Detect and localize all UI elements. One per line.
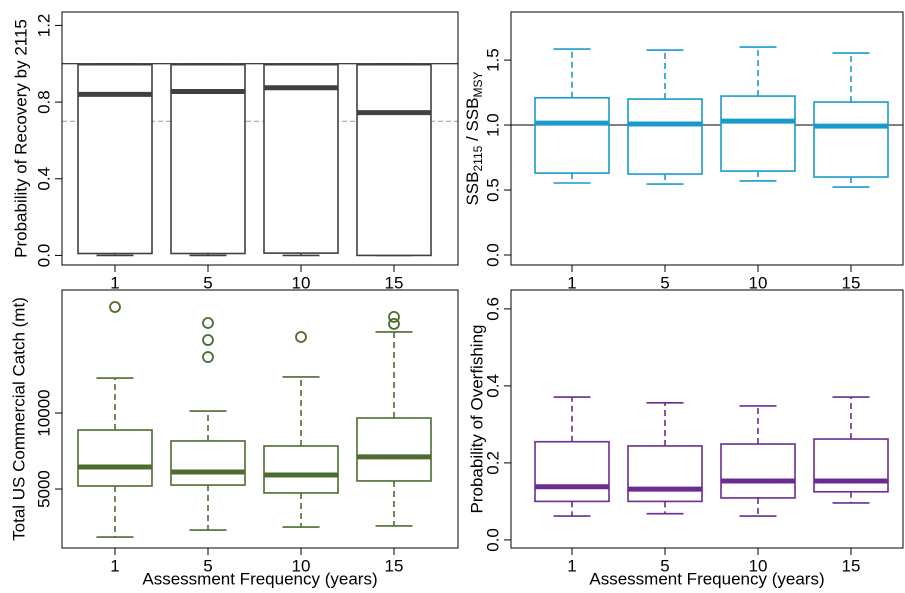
x-axis-label: Assessment Frequency (years) (589, 569, 824, 588)
x-tick-label: 10 (292, 556, 311, 575)
y-tick-label: 0.5 (483, 178, 502, 202)
x-tick-label: 15 (842, 556, 861, 575)
y-axis-label: Probability of Overfishing (467, 325, 486, 514)
y-tick-label: 5000 (34, 470, 53, 508)
outlier (388, 318, 400, 330)
box (356, 63, 432, 257)
box (813, 101, 889, 178)
x-tick-label: 5 (660, 556, 669, 575)
y-axis-label: SSB2115 / SSBMSY (463, 71, 485, 205)
x-tick-label: 5 (660, 273, 669, 292)
x-axis-label: Assessment Frequency (years) (142, 569, 377, 588)
x-tick-label: 10 (292, 273, 311, 292)
box (720, 443, 796, 499)
x-tick-label: 5 (203, 273, 212, 292)
x-tick-label: 1 (110, 556, 119, 575)
box (720, 95, 796, 172)
y-tick-label: 10000 (34, 389, 53, 436)
box (813, 438, 889, 493)
y-tick-label: 0.0 (483, 528, 502, 552)
box (627, 445, 703, 503)
x-tick-label: 15 (385, 273, 404, 292)
plot-frame (61, 289, 459, 549)
outlier (295, 331, 307, 343)
label-part: / SSB (463, 97, 482, 145)
outlier (388, 311, 400, 323)
box (534, 96, 610, 174)
box (263, 445, 339, 494)
box (534, 440, 610, 503)
x-tick-label: 1 (110, 273, 119, 292)
y-tick-label: 0.8 (34, 90, 53, 114)
outlier (202, 334, 214, 346)
box (627, 98, 703, 175)
y-tick-label: 1.5 (483, 48, 502, 72)
x-tick-label: 5 (203, 556, 212, 575)
y-tick-label: 0.0 (34, 244, 53, 268)
y-tick-label: 0.4 (34, 167, 53, 191)
y-tick-label: 0.2 (483, 451, 502, 475)
box (170, 440, 246, 486)
plot-frame (510, 289, 904, 549)
box (356, 417, 432, 482)
x-tick-label: 10 (749, 273, 768, 292)
subscript: 2115 (471, 145, 485, 171)
box (263, 63, 339, 254)
plot-frame (61, 11, 459, 266)
x-tick-label: 1 (567, 273, 576, 292)
x-tick-label: 10 (749, 556, 768, 575)
y-tick-label: 1.2 (34, 14, 53, 38)
label-part: SSB (463, 171, 482, 205)
y-axis-label: Probability of Recovery by 2115 (11, 19, 30, 258)
outlier (109, 301, 121, 313)
x-tick-label: 1 (567, 556, 576, 575)
outlier (202, 351, 214, 363)
outlier (202, 317, 214, 329)
y-tick-label: 0.0 (483, 243, 502, 267)
box (77, 429, 153, 487)
x-tick-label: 15 (842, 273, 861, 292)
plot-frame (510, 11, 904, 266)
y-tick-label: 0.6 (483, 297, 502, 321)
x-tick-label: 15 (385, 556, 404, 575)
box (170, 63, 246, 255)
y-tick-label: 1.0 (483, 113, 502, 137)
y-axis-label: Total US Commercial Catch (mt) (9, 297, 28, 541)
y-tick-label: 0.4 (483, 374, 502, 398)
subscript: MSY (471, 71, 485, 97)
